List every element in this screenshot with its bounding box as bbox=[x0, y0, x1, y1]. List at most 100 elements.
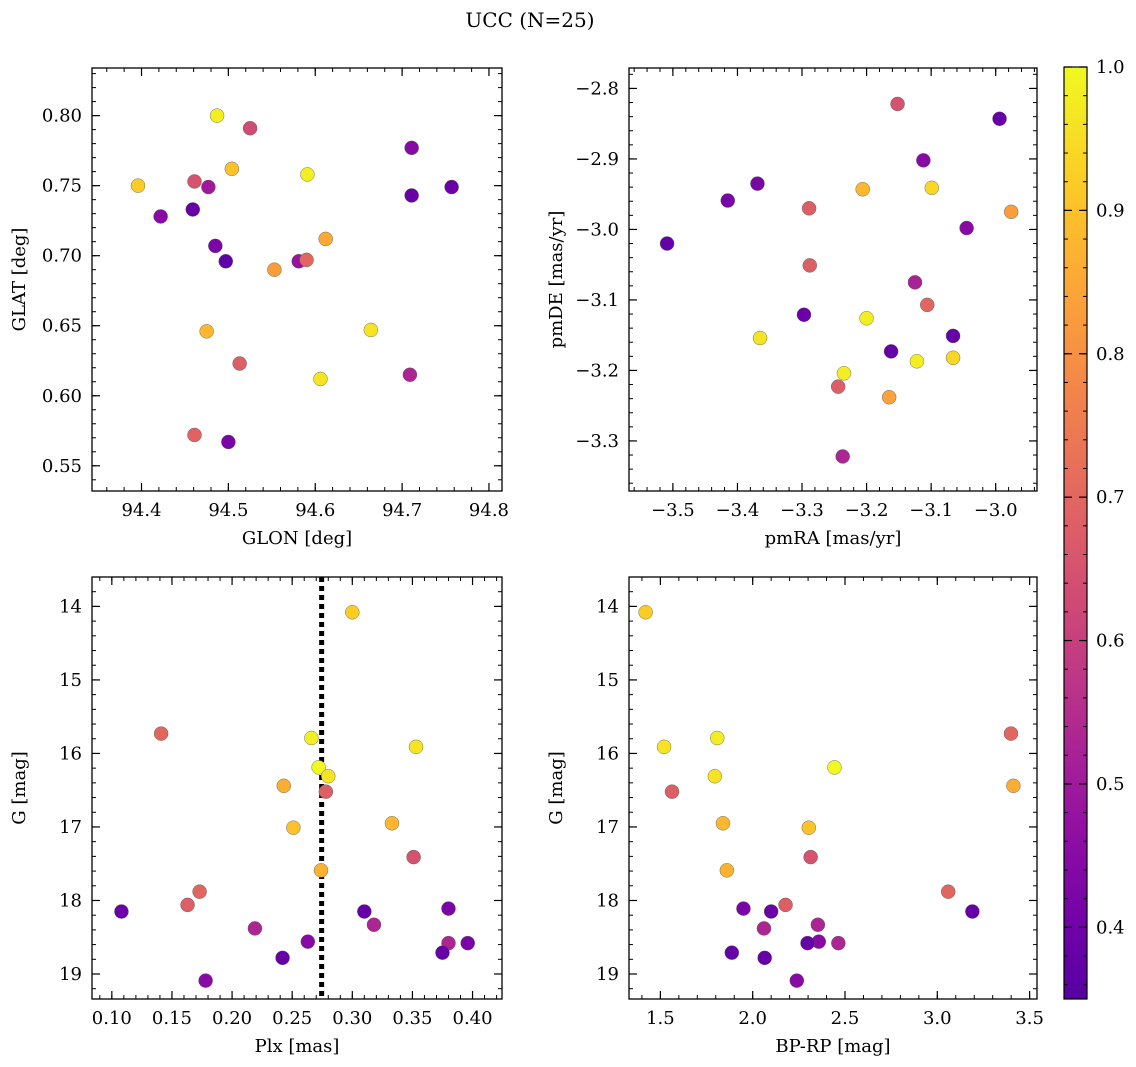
data-point bbox=[802, 258, 817, 273]
x-axis-label: BP-RP [mag] bbox=[775, 1036, 890, 1057]
data-point bbox=[959, 220, 974, 236]
y-tick-label: 0.70 bbox=[42, 246, 82, 267]
x-tick-label: 0.30 bbox=[332, 1008, 372, 1029]
data-point bbox=[883, 344, 899, 359]
data-point bbox=[218, 254, 233, 269]
data-point bbox=[304, 730, 319, 746]
data-point bbox=[363, 322, 379, 338]
data-point bbox=[801, 820, 817, 835]
data-point bbox=[920, 297, 935, 313]
x-tick-label: 3.5 bbox=[1015, 1008, 1044, 1029]
data-point bbox=[460, 935, 475, 951]
data-point bbox=[444, 179, 459, 195]
data-point bbox=[830, 379, 846, 394]
data-point bbox=[1003, 726, 1019, 741]
data-point bbox=[199, 324, 214, 339]
y-tick-label: −3.3 bbox=[575, 431, 619, 452]
data-point bbox=[796, 307, 812, 322]
y-tick-label: 16 bbox=[59, 743, 82, 764]
data-point bbox=[318, 784, 334, 799]
data-point bbox=[778, 897, 793, 913]
data-point bbox=[1003, 204, 1019, 220]
y-tick-label: 15 bbox=[59, 670, 82, 691]
data-point bbox=[916, 153, 931, 168]
axes-frame bbox=[91, 576, 503, 1000]
data-point bbox=[720, 193, 735, 208]
axes-frame bbox=[628, 576, 1038, 1000]
data-point bbox=[187, 174, 202, 189]
panel-plx-g: 0.10 0.15 0.20 0.25 0.30 0.35 0.40 14 15 16 17 18 19… bbox=[9, 576, 503, 1057]
data-point bbox=[664, 784, 680, 799]
data-point bbox=[890, 96, 905, 112]
y-axis-label: G [mag] bbox=[546, 751, 567, 824]
x-tick-label: 2.0 bbox=[738, 1008, 767, 1029]
data-point bbox=[855, 182, 870, 197]
data-point bbox=[300, 167, 315, 182]
data-point bbox=[384, 816, 400, 831]
data-point bbox=[965, 904, 980, 919]
y-tick-label: −3.1 bbox=[575, 290, 619, 311]
colorbar-tick-label: 0.5 bbox=[1096, 774, 1125, 795]
y-tick-label: 16 bbox=[596, 743, 619, 764]
data-point bbox=[1006, 778, 1021, 793]
data-point bbox=[300, 934, 316, 949]
x-tick-label: 94.6 bbox=[295, 500, 335, 521]
y-tick-label: 0.80 bbox=[42, 106, 82, 127]
y-tick-label: 0.55 bbox=[42, 456, 82, 477]
data-point bbox=[408, 739, 424, 755]
y-tick-label: 19 bbox=[59, 964, 82, 985]
colorbar-gradient bbox=[1063, 66, 1088, 1000]
data-point bbox=[232, 356, 247, 371]
data-point bbox=[909, 354, 925, 369]
y-tick-label: 0.65 bbox=[42, 316, 82, 337]
y-tick-label: 18 bbox=[59, 890, 82, 911]
panel-pmra-pmde: −3.5 −3.4 −3.3 −3.2 −3.1 −3.0 −3.3 −3.2 −3.1 −3.0… bbox=[546, 67, 1038, 549]
data-point bbox=[153, 209, 168, 224]
x-tick-label: 0.20 bbox=[212, 1008, 252, 1029]
axes-frame bbox=[628, 67, 1038, 492]
data-point bbox=[187, 427, 202, 443]
data-point bbox=[945, 350, 961, 365]
colorbar-tick-label: 0.8 bbox=[1096, 344, 1125, 365]
data-point bbox=[707, 769, 723, 784]
data-point bbox=[441, 901, 456, 916]
axes-frame bbox=[91, 67, 503, 492]
panel-bprp-g: 1.5 2.0 2.5 3.0 3.5 14 15 16 17 18 19 BP-RP [mag] G … bbox=[546, 576, 1044, 1057]
x-tick-label: 2.5 bbox=[831, 1008, 860, 1029]
y-tick-label: 18 bbox=[596, 890, 619, 911]
y-tick-label: 14 bbox=[59, 596, 82, 617]
y-tick-label: 19 bbox=[596, 964, 619, 985]
y-tick-label: 17 bbox=[596, 817, 619, 838]
x-tick-label: 0.40 bbox=[453, 1008, 493, 1029]
data-point bbox=[313, 371, 328, 387]
colorbar-tick-label: 0.4 bbox=[1096, 917, 1125, 938]
data-point bbox=[366, 917, 382, 932]
data-point bbox=[276, 778, 291, 793]
data-point bbox=[247, 921, 263, 936]
data-point bbox=[757, 950, 772, 966]
x-tick-label: 0.10 bbox=[92, 1008, 132, 1029]
data-point bbox=[180, 897, 195, 913]
x-tick-label: 94.5 bbox=[208, 500, 248, 521]
data-point bbox=[736, 901, 751, 916]
x-tick-label: −3.4 bbox=[716, 500, 760, 521]
x-tick-label: −3.5 bbox=[651, 500, 695, 521]
x-axis-label: GLON [deg] bbox=[242, 528, 352, 549]
x-tick-label: −3.0 bbox=[974, 500, 1018, 521]
y-tick-label: −2.9 bbox=[575, 149, 619, 170]
y-tick-label: 17 bbox=[59, 817, 82, 838]
colorbar-tick-label: 1.0 bbox=[1096, 57, 1125, 78]
data-point bbox=[208, 238, 223, 254]
data-point bbox=[827, 760, 842, 775]
data-point bbox=[763, 904, 779, 919]
x-tick-label: 0.15 bbox=[152, 1008, 192, 1029]
data-point bbox=[267, 262, 282, 277]
x-tick-label: −3.2 bbox=[845, 500, 889, 521]
y-tick-label: −3.2 bbox=[575, 360, 619, 381]
data-point bbox=[941, 884, 956, 899]
data-point bbox=[789, 973, 805, 988]
y-tick-label: −3.0 bbox=[575, 219, 619, 240]
panels: 94.4 94.5 94.6 94.7 94.8 0.55 0.60 0.65 0.70 0.75… bbox=[9, 67, 1044, 1057]
figure-title: UCC (N=25) bbox=[465, 8, 594, 32]
data-point bbox=[153, 726, 169, 741]
